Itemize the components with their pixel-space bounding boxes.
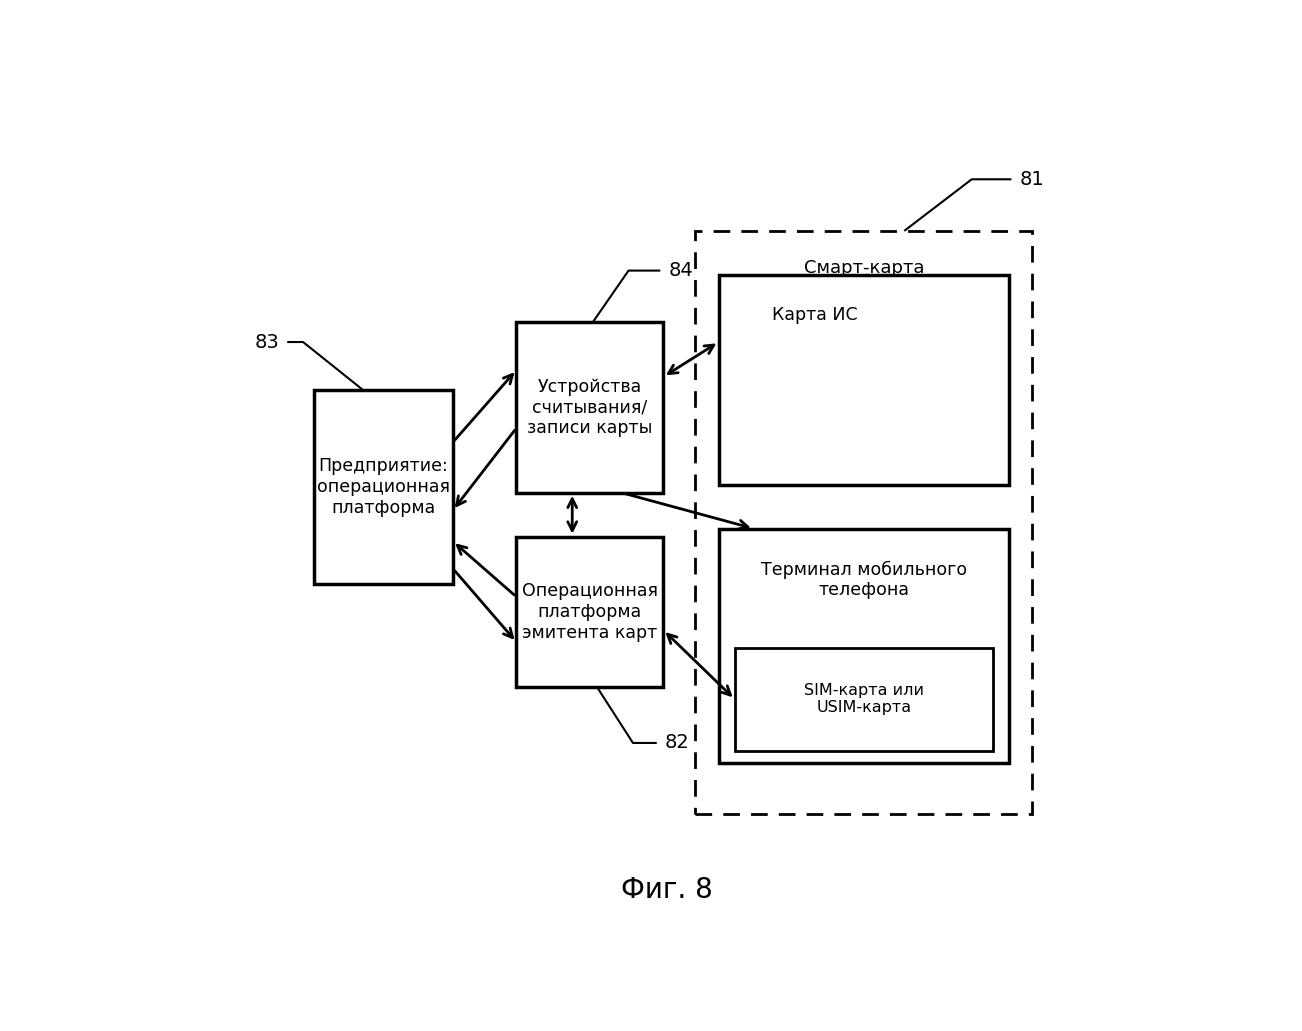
Text: Карта ИС: Карта ИС <box>772 306 857 325</box>
Text: 84: 84 <box>668 261 693 280</box>
Text: 82: 82 <box>665 733 690 753</box>
Text: Устройства
считывания/
записи карты: Устройства считывания/ записи карты <box>527 377 652 437</box>
Bar <box>517 536 663 688</box>
Bar <box>734 647 992 751</box>
Bar <box>695 231 1032 814</box>
Bar <box>517 322 663 493</box>
Text: 83: 83 <box>254 333 279 352</box>
Text: SIM-карта или
USIM-карта: SIM-карта или USIM-карта <box>803 684 923 716</box>
Bar <box>719 529 1009 763</box>
Text: Терминал мобильного
телефона: Терминал мобильного телефона <box>760 561 967 599</box>
Bar <box>314 390 453 585</box>
Text: Операционная
платформа
эмитента карт: Операционная платформа эмитента карт <box>522 583 658 641</box>
Text: 81: 81 <box>1019 170 1044 189</box>
Bar <box>719 274 1009 485</box>
Text: Смарт-карта: Смарт-карта <box>803 259 924 276</box>
Text: Фиг. 8: Фиг. 8 <box>621 875 713 904</box>
Text: Предприятие:
операционная
платформа: Предприятие: операционная платформа <box>316 457 450 517</box>
